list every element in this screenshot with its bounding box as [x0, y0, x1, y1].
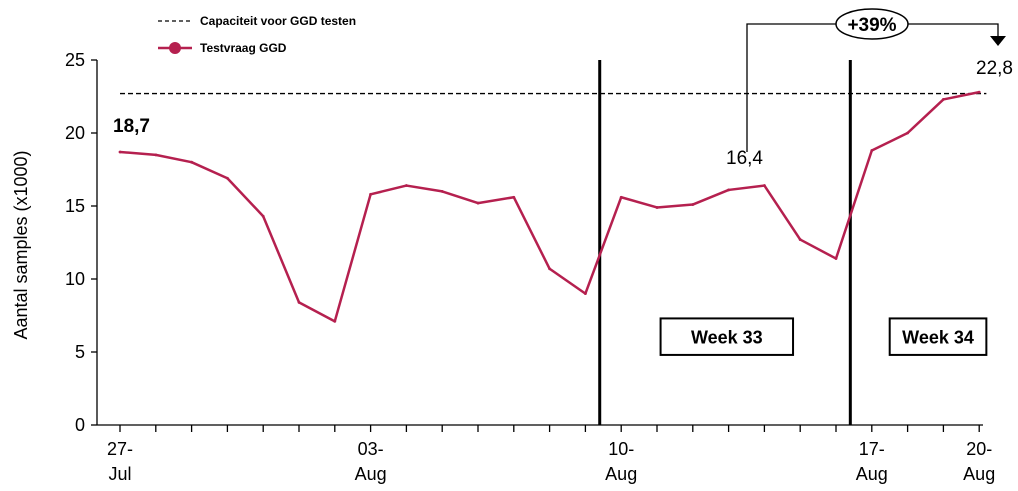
increase-arrow-icon — [990, 36, 1006, 46]
x-tick-label-month: Aug — [355, 464, 387, 484]
data-point — [261, 214, 265, 218]
x-tick-label: 17- — [859, 439, 885, 459]
increase-bracket: +39% — [746, 8, 1006, 152]
data-point — [512, 195, 516, 199]
data-point — [405, 184, 408, 187]
x-tick-label: 03- — [358, 439, 384, 459]
data-point — [906, 131, 909, 135]
y-tick-label: 5 — [75, 342, 85, 362]
data-point — [154, 153, 158, 157]
week-label: Week 33 — [691, 328, 763, 348]
increase-bracket-line — [746, 23, 999, 152]
y-tick-label: 20 — [65, 123, 85, 143]
legend-demand-marker — [169, 42, 181, 54]
x-tick-label-month: Aug — [963, 464, 995, 484]
series-group — [118, 90, 981, 323]
data-point — [333, 319, 337, 323]
data-point — [942, 98, 945, 101]
mid-value-label: 16,4 — [726, 148, 763, 169]
week-box — [888, 317, 988, 356]
legend-capacity-label: Capaciteit voor GGD testen — [200, 14, 356, 28]
x-tick-label: 27- — [107, 439, 133, 459]
axes: 0 5 10 15 20 25 27- Jul 03- Aug 10- Aug 17- Aug 20- Aug — [65, 50, 995, 484]
data-point — [190, 160, 194, 164]
week-box — [659, 317, 795, 356]
data-point — [584, 292, 587, 295]
data-point — [369, 192, 372, 196]
data-point — [118, 150, 122, 154]
data-point — [655, 206, 659, 209]
x-tick-label: 20- — [966, 439, 992, 459]
data-point — [977, 90, 981, 94]
data-point — [691, 203, 695, 206]
x-tick-label-month: Aug — [856, 464, 888, 484]
end-value-label: 22,8 — [976, 58, 1013, 79]
y-tick-label: 15 — [65, 196, 85, 216]
y-axis-label: Aantal samples (x1000) — [11, 150, 31, 339]
legend: Capaciteit voor GGD testen Testvraag GGD — [158, 14, 356, 55]
week-label: Week 34 — [902, 328, 974, 348]
x-tick-label: 10- — [608, 439, 634, 459]
data-point — [798, 238, 802, 241]
start-value-label: 18,7 — [113, 116, 150, 137]
increase-badge — [835, 8, 909, 40]
y-tick-label: 10 — [65, 269, 85, 289]
data-point — [476, 201, 480, 205]
x-tick-label-month: Aug — [605, 464, 637, 484]
legend-demand-label: Testvraag GGD — [200, 41, 287, 55]
data-point — [763, 184, 766, 187]
data-point — [548, 267, 551, 271]
data-point — [440, 190, 444, 193]
x-tick-label-month: Jul — [108, 464, 131, 484]
data-point — [727, 188, 730, 192]
data-point — [834, 257, 838, 260]
increase-label: +39% — [847, 15, 896, 36]
y-tick-label: 25 — [65, 50, 85, 70]
y-tick-label: 0 — [75, 415, 85, 435]
data-point — [226, 176, 229, 180]
week-markers: Week 33 Week 34 — [598, 60, 988, 425]
data-point — [619, 195, 623, 199]
data-point — [870, 149, 874, 152]
data-point — [297, 300, 301, 304]
